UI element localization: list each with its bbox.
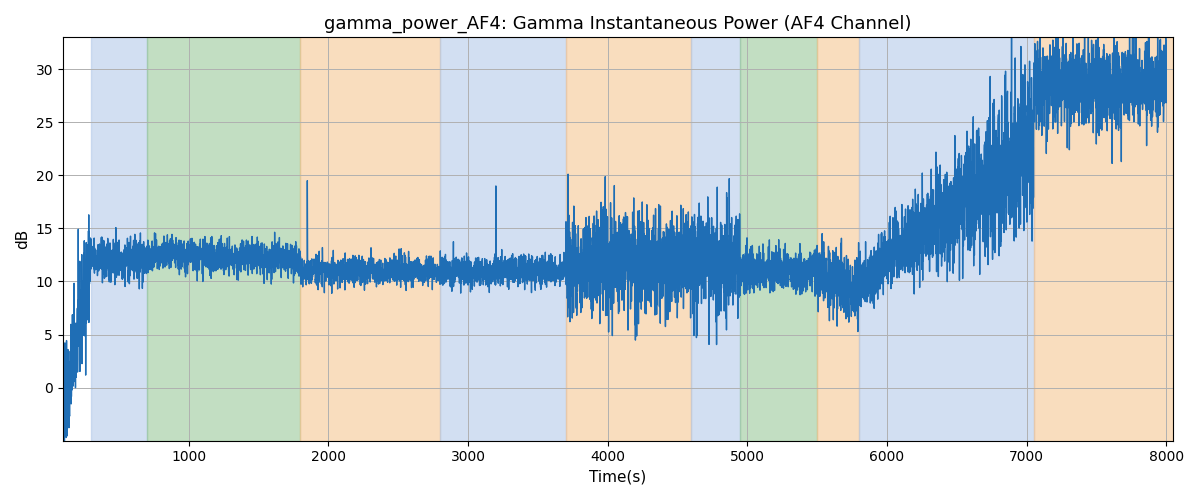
Title: gamma_power_AF4: Gamma Instantaneous Power (AF4 Channel): gamma_power_AF4: Gamma Instantaneous Pow…	[324, 15, 912, 34]
Y-axis label: dB: dB	[16, 229, 30, 249]
Bar	[440, 38, 565, 440]
Bar	[91, 38, 146, 440]
Bar	[817, 38, 859, 440]
X-axis label: Time(s): Time(s)	[589, 470, 647, 485]
Bar	[300, 38, 440, 440]
Bar	[740, 38, 817, 440]
Bar	[859, 38, 1033, 440]
Bar	[691, 38, 740, 440]
Bar	[1033, 38, 1174, 440]
Bar	[146, 38, 300, 440]
Bar	[565, 38, 691, 440]
